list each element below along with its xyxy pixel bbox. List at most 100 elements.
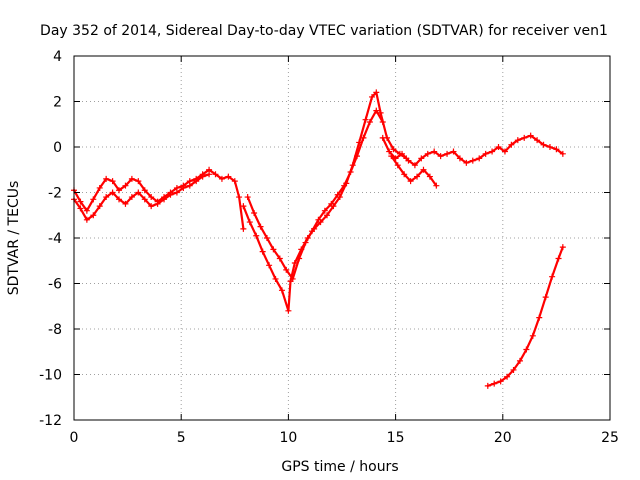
data-point — [450, 148, 457, 155]
data-point — [362, 116, 369, 123]
data-point — [390, 146, 397, 153]
data-point — [116, 196, 123, 203]
data-point — [206, 171, 213, 178]
data-point — [199, 173, 206, 180]
data-point — [546, 144, 553, 150]
data-point — [424, 150, 431, 157]
data-point — [122, 182, 129, 189]
y-tick-label: -2 — [48, 186, 62, 202]
data-point — [244, 194, 251, 201]
y-axis-label: SDTVAR / TECUs — [6, 181, 22, 296]
series-line — [486, 246, 564, 387]
data-point — [431, 148, 438, 155]
data-point — [334, 191, 341, 198]
data-point — [323, 212, 330, 219]
data-point — [167, 191, 174, 198]
data-point — [328, 200, 335, 207]
data-point — [559, 150, 566, 157]
data-point — [278, 287, 285, 294]
data-point — [83, 207, 90, 214]
data-point — [253, 232, 260, 239]
data-point — [109, 189, 116, 196]
data-point — [240, 225, 247, 232]
y-tick-label: 4 — [53, 49, 62, 65]
data-layer — [71, 89, 566, 389]
data-point — [534, 137, 541, 144]
data-point — [321, 207, 328, 214]
data-point — [516, 357, 523, 364]
data-point — [128, 175, 135, 182]
data-point — [135, 189, 142, 196]
data-point — [360, 134, 367, 141]
x-axis-label: GPS time / hours — [281, 459, 398, 475]
y-tick-label: 2 — [53, 95, 62, 111]
data-point — [491, 380, 498, 387]
series-track-g — [484, 244, 566, 389]
y-tick-label: 0 — [53, 140, 62, 156]
data-point — [504, 373, 511, 380]
data-point — [542, 294, 549, 301]
data-point — [373, 107, 380, 114]
series-track-b — [71, 171, 213, 223]
data-point — [141, 187, 148, 194]
data-point — [246, 219, 253, 226]
data-point — [463, 159, 470, 166]
data-point — [96, 184, 103, 191]
data-point — [386, 148, 393, 155]
data-point — [109, 178, 116, 185]
data-point — [83, 216, 90, 223]
data-point — [276, 255, 283, 262]
data-point — [270, 246, 277, 253]
data-point — [553, 146, 560, 153]
data-point — [103, 175, 110, 182]
data-point — [433, 182, 440, 189]
data-point — [193, 178, 200, 185]
data-point — [484, 382, 491, 389]
data-point — [128, 194, 135, 201]
data-point — [529, 332, 536, 339]
data-point — [161, 196, 168, 203]
data-point — [437, 153, 444, 160]
y-tick-label: -12 — [39, 413, 62, 429]
data-point — [510, 366, 517, 373]
data-point — [90, 196, 97, 203]
data-point — [373, 89, 380, 96]
series-line — [242, 91, 408, 312]
y-tick-label: -10 — [39, 368, 62, 384]
y-tick-label: -8 — [48, 322, 62, 338]
data-point — [103, 194, 110, 201]
data-point — [96, 203, 103, 210]
data-point — [251, 209, 258, 216]
data-point — [141, 196, 148, 203]
data-point — [173, 189, 180, 196]
data-point — [523, 346, 530, 353]
data-point — [289, 275, 296, 282]
x-tick-label: 25 — [601, 430, 619, 446]
series-line — [72, 168, 245, 230]
data-point — [77, 205, 84, 212]
data-point — [418, 155, 425, 162]
chart-title: Day 352 of 2014, Sidereal Day-to-day VTE… — [40, 23, 608, 39]
data-point — [90, 212, 97, 219]
series-line — [390, 155, 438, 187]
data-point — [148, 203, 155, 210]
y-tick-label: -4 — [48, 231, 62, 247]
series-track-a — [71, 166, 247, 232]
data-point — [308, 228, 315, 235]
data-point — [263, 235, 270, 241]
data-point — [401, 171, 408, 178]
data-point — [399, 150, 406, 157]
data-point — [426, 173, 433, 180]
data-point — [231, 178, 238, 185]
data-point — [514, 137, 521, 144]
data-point — [420, 166, 427, 173]
y-tick-label: -6 — [48, 277, 62, 293]
data-point — [549, 273, 556, 280]
data-point — [180, 184, 187, 191]
data-point — [272, 275, 279, 282]
grid-layer — [74, 56, 610, 420]
data-point — [482, 150, 489, 157]
data-point — [444, 150, 451, 157]
